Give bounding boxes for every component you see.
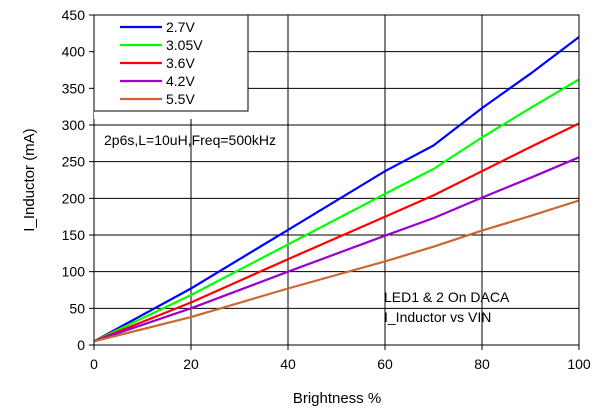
- y-tick-label: 400: [62, 44, 86, 60]
- y-tick-label: 450: [62, 7, 86, 23]
- series-lines: [93, 36, 580, 343]
- plot-area-border: [93, 14, 580, 346]
- x-tick-label: 20: [183, 356, 199, 372]
- series-line-4: [93, 199, 580, 343]
- legend-label: 5.5V: [166, 91, 195, 107]
- x-tick-label: 0: [90, 356, 98, 372]
- legend-label: 3.6V: [166, 55, 195, 71]
- y-tick-label: 0: [77, 337, 85, 353]
- y-tick-label: 300: [62, 117, 86, 133]
- axis-ticks: 0 20 40 60 80 100 0 50 100 150 200 250 300 350 400 450: [62, 7, 591, 372]
- x-tick-label: 80: [474, 356, 490, 372]
- y-tick-label: 350: [62, 80, 86, 96]
- series-line-1: [93, 78, 580, 343]
- series-line-0: [93, 36, 580, 343]
- y-tick-label: 100: [62, 264, 86, 280]
- y-tick-label: 150: [62, 227, 86, 243]
- annotation-led: LED1 & 2 On DACA: [384, 289, 510, 305]
- legend-label: 3.05V: [166, 37, 203, 53]
- legend: 2.7V 3.05V 3.6V 4.2V 5.5V: [93, 14, 249, 119]
- y-tick-label: 50: [69, 300, 85, 316]
- y-axis-title: I_Inductor (mA): [21, 128, 38, 231]
- legend-border: [93, 14, 249, 112]
- legend-label: 2.7V: [166, 19, 195, 35]
- x-axis-title: Brightness %: [293, 390, 381, 407]
- x-tick-label: 40: [280, 356, 296, 372]
- annotation-config: 2p6s,L=10uH,Freq=500kHz: [104, 132, 276, 148]
- legend-label: 4.2V: [166, 73, 195, 89]
- x-tick-label: 60: [377, 356, 393, 372]
- legend-background: [94, 15, 248, 119]
- x-tick-label: 100: [567, 356, 591, 372]
- y-tick-label: 250: [62, 154, 86, 170]
- series-line-2: [93, 122, 580, 343]
- y-tick-label: 200: [62, 190, 86, 206]
- series-line-3: [93, 156, 580, 343]
- annotation-title: I_Inductor vs VIN: [384, 309, 491, 325]
